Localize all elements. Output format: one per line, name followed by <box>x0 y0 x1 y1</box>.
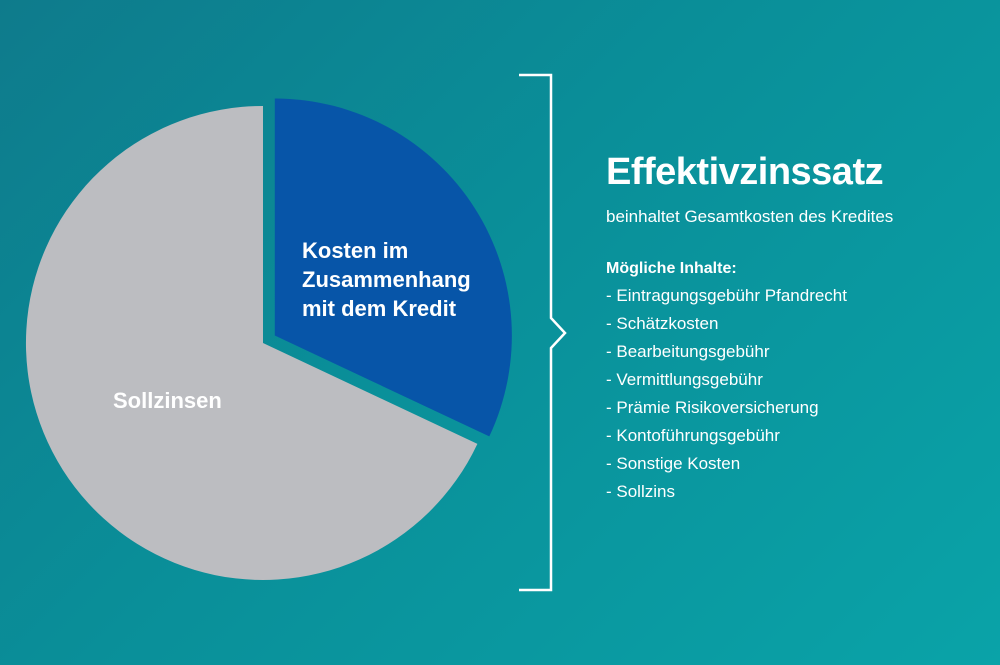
panel-subtitle: beinhaltet Gesamtkosten des Kredites <box>606 207 894 226</box>
pie-slice-sollzinsen <box>25 106 478 580</box>
list-item: - Sonstige Kosten <box>606 454 741 473</box>
pie-slice-kosten <box>274 98 512 437</box>
list-item: - Prämie Risikoversicherung <box>606 398 819 417</box>
list-item: - Vermittlungsgebühr <box>606 370 763 389</box>
list-item: - Schätzkosten <box>606 314 719 333</box>
info-panel: Effektivzinssatz beinhaltet Gesamtkosten… <box>606 150 996 506</box>
list-item: - Bearbeitungsgebühr <box>606 342 770 361</box>
panel-title: Effektivzinssatz <box>606 151 884 193</box>
list-item: - Sollzins <box>606 482 675 501</box>
slice-label-sollzinsen: Sollzinsen <box>113 388 222 413</box>
slice-label-kosten: Kosten im Zusammenhang mit dem Kredit <box>302 238 471 321</box>
list-heading: Mögliche Inhalte: <box>606 260 737 277</box>
list-item: - Kontoführungsgebühr <box>606 426 780 445</box>
contents-list: - Eintragungsgebühr Pfandrecht - Schätzk… <box>606 282 996 506</box>
curly-bracket <box>519 73 567 592</box>
list-item: - Eintragungsgebühr Pfandrecht <box>606 286 847 305</box>
